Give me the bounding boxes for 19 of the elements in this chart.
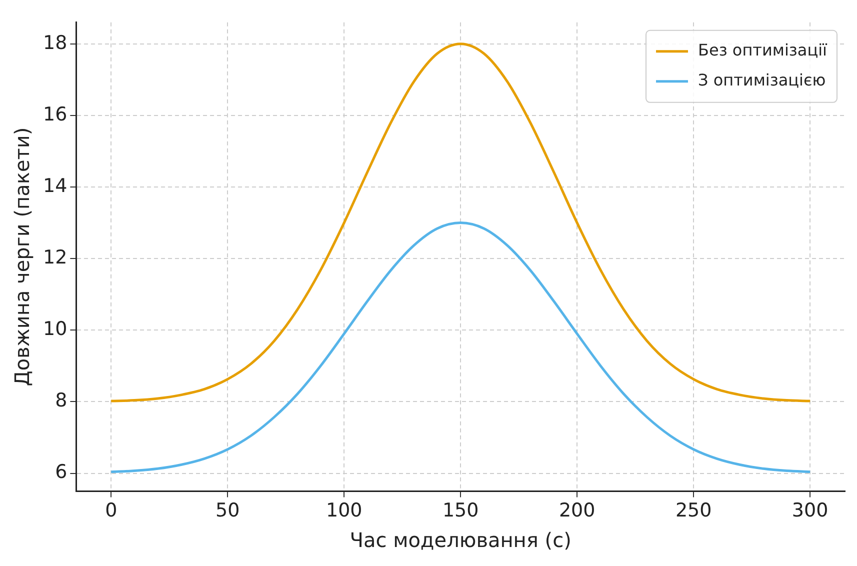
y-tick-label: 12 xyxy=(42,246,68,269)
x-tick-label: 0 xyxy=(105,500,118,522)
x-tick-label: 150 xyxy=(442,500,479,522)
x-tick-label: 100 xyxy=(326,500,362,522)
x-tick-label: 250 xyxy=(675,500,712,522)
y-tick-label: 18 xyxy=(42,32,68,54)
y-tick-label: 6 xyxy=(55,461,68,484)
line-series xyxy=(110,222,812,474)
x-tick-label: 300 xyxy=(792,500,828,522)
y-tick-label: 14 xyxy=(42,174,68,197)
y-tick-label: 10 xyxy=(42,318,68,340)
x-tick-label: 50 xyxy=(216,500,240,522)
x-axis-title: Час моделювання (с) xyxy=(350,528,572,552)
y-tick-label: 8 xyxy=(55,390,68,412)
legend-label: З оптимізацією xyxy=(698,70,826,90)
x-tick-label: 200 xyxy=(558,500,596,522)
legend-label: Без оптимізації xyxy=(698,40,828,60)
y-axis-title: Довжина черги (пакети) xyxy=(10,127,34,386)
y-tick-label: 16 xyxy=(42,103,68,126)
